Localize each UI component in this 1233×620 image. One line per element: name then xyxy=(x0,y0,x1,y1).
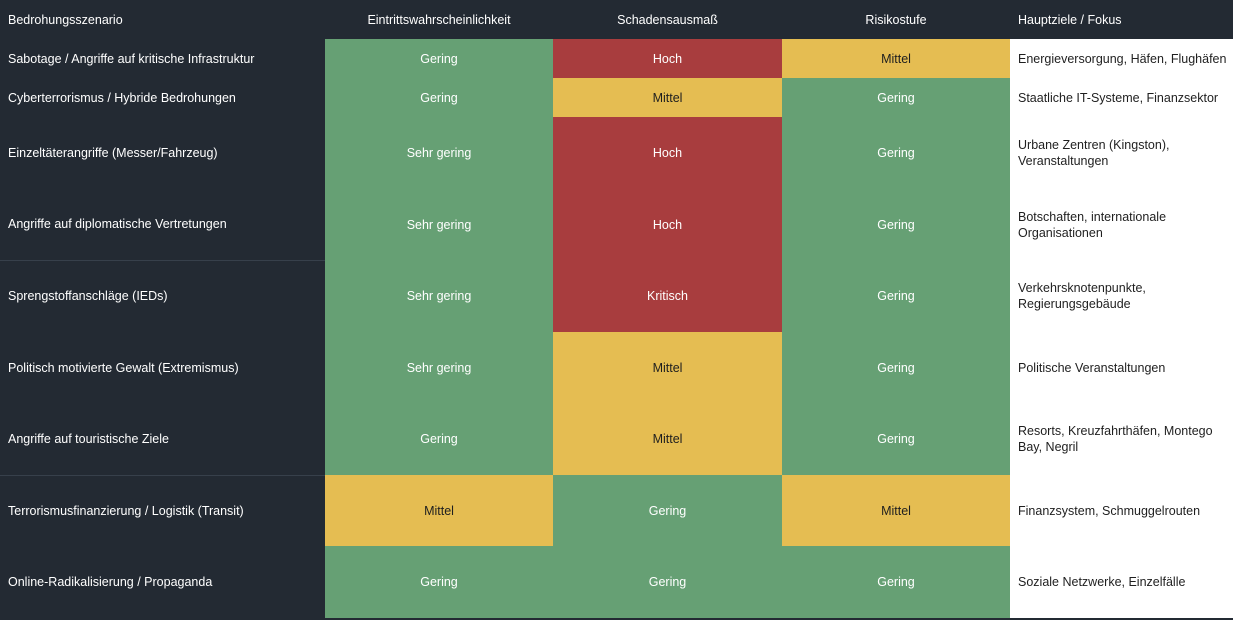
scenario-cell: Angriffe auf diplomatische Vertretungen xyxy=(0,189,325,260)
damage-cell: Mittel xyxy=(553,403,782,475)
scenario-cell: Angriffe auf touristische Ziele xyxy=(0,403,325,475)
damage-cell: Kritisch xyxy=(553,260,782,332)
risk-cell: Gering xyxy=(782,260,1010,332)
damage-cell: Hoch xyxy=(553,39,782,78)
scenario-cell: Sprengstoffanschläge (IEDs) xyxy=(0,259,325,332)
probability-cell: Gering xyxy=(325,403,553,475)
damage-cell: Gering xyxy=(553,546,782,618)
scenario-cell: Einzeltäterangriffe (Messer/Fahrzeug) xyxy=(0,117,325,189)
risk-cell: Mittel xyxy=(782,39,1010,78)
probability-cell: Mittel xyxy=(325,475,553,546)
scenario-cell: Sabotage / Angriffe auf kritische Infras… xyxy=(0,39,325,78)
focus-cell: Urbane Zentren (Kingston), Veranstaltung… xyxy=(1010,117,1233,189)
table-row: Cyberterrorismus / Hybride Bedrohungen G… xyxy=(0,78,1233,117)
table-row: Sabotage / Angriffe auf kritische Infras… xyxy=(0,39,1233,78)
damage-cell: Hoch xyxy=(553,117,782,189)
damage-cell: Gering xyxy=(553,475,782,546)
focus-cell: Soziale Netzwerke, Einzelfälle xyxy=(1010,546,1233,618)
focus-cell: Botschaften, internationale Organisation… xyxy=(1010,189,1233,260)
probability-cell: Gering xyxy=(325,39,553,78)
probability-cell: Gering xyxy=(325,78,553,117)
probability-cell: Gering xyxy=(325,546,553,618)
focus-cell: Politische Veranstaltungen xyxy=(1010,332,1233,403)
scenario-cell: Online-Radikalisierung / Propaganda xyxy=(0,546,325,618)
header-damage: Schadensausmaß xyxy=(553,0,782,39)
damage-cell: Mittel xyxy=(553,332,782,403)
focus-cell: Resorts, Kreuzfahrthäfen, Montego Bay, N… xyxy=(1010,403,1233,475)
table-row: Sprengstoffanschläge (IEDs) Sehr gering … xyxy=(0,259,1233,332)
header-scenario: Bedrohungsszenario xyxy=(0,0,325,39)
header-probability: Eintrittswahrscheinlichkeit xyxy=(325,0,553,39)
scenario-cell: Cyberterrorismus / Hybride Bedrohungen xyxy=(0,78,325,117)
header-focus: Hauptziele / Fokus xyxy=(1010,0,1233,39)
header-risk: Risikostufe xyxy=(782,0,1010,39)
table-row: Online-Radikalisierung / Propaganda Geri… xyxy=(0,546,1233,618)
damage-cell: Hoch xyxy=(553,189,782,260)
risk-cell: Gering xyxy=(782,78,1010,117)
table-row: Einzeltäterangriffe (Messer/Fahrzeug) Se… xyxy=(0,117,1233,189)
focus-cell: Verkehrsknotenpunkte, Regierungsgebäude xyxy=(1010,260,1233,332)
focus-cell: Finanzsystem, Schmuggelrouten xyxy=(1010,475,1233,546)
scenario-cell: Terrorismusfinanzierung / Logistik (Tran… xyxy=(0,474,325,546)
table-row: Terrorismusfinanzierung / Logistik (Tran… xyxy=(0,474,1233,546)
probability-cell: Sehr gering xyxy=(325,117,553,189)
probability-cell: Sehr gering xyxy=(325,332,553,403)
probability-cell: Sehr gering xyxy=(325,189,553,260)
table-row: Angriffe auf touristische Ziele Gering M… xyxy=(0,403,1233,475)
table-row: Politisch motivierte Gewalt (Extremismus… xyxy=(0,332,1233,403)
risk-cell: Gering xyxy=(782,546,1010,618)
probability-cell: Sehr gering xyxy=(325,260,553,332)
damage-cell: Mittel xyxy=(553,78,782,117)
header-row: Bedrohungsszenario Eintrittswahrscheinli… xyxy=(0,0,1233,39)
risk-cell: Gering xyxy=(782,332,1010,403)
risk-cell: Mittel xyxy=(782,475,1010,546)
scenario-cell: Politisch motivierte Gewalt (Extremismus… xyxy=(0,332,325,403)
risk-cell: Gering xyxy=(782,189,1010,260)
focus-cell: Staatliche IT-Systeme, Finanzsektor xyxy=(1010,78,1233,117)
focus-cell: Energieversorgung, Häfen, Flughäfen xyxy=(1010,39,1233,78)
risk-cell: Gering xyxy=(782,403,1010,475)
table-row: Angriffe auf diplomatische Vertretungen … xyxy=(0,189,1233,260)
risk-cell: Gering xyxy=(782,117,1010,189)
